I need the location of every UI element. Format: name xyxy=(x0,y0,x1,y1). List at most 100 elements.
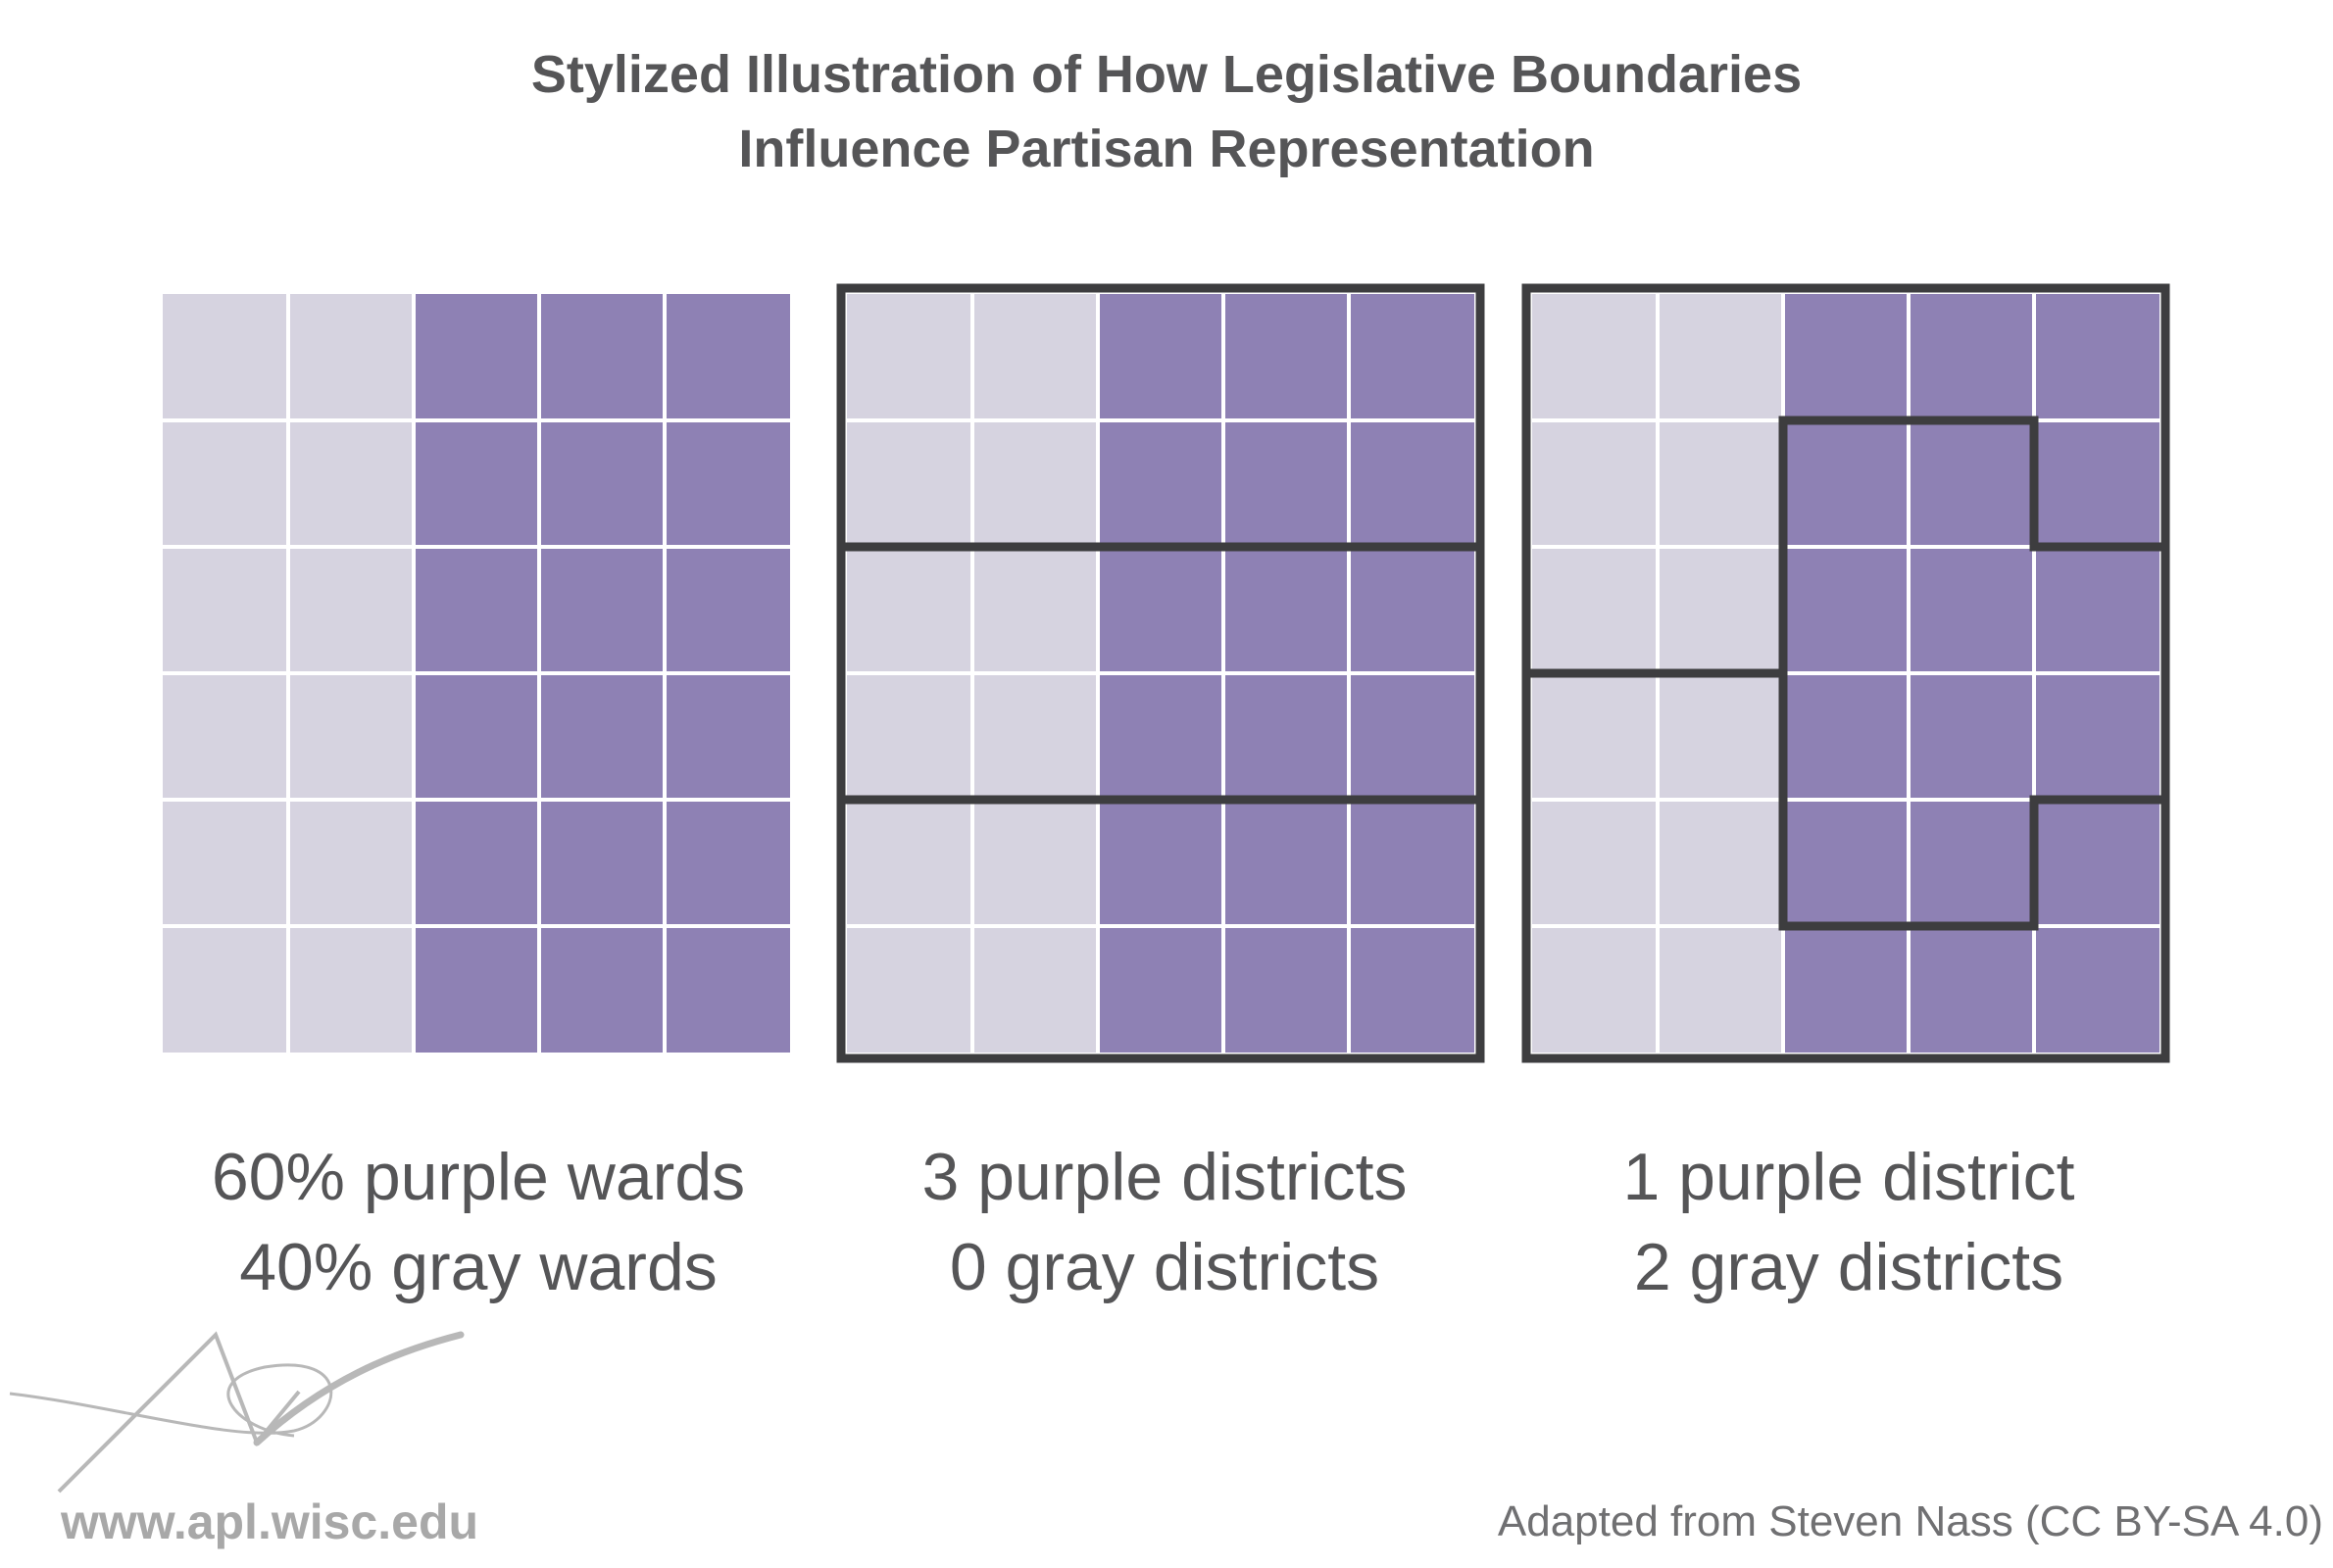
ward-cell-gray xyxy=(1532,547,1658,673)
chart-title: Stylized Illustration of How Legislative… xyxy=(0,37,2333,186)
title-line-2: Influence Partisan Representation xyxy=(738,120,1595,178)
apl-logo-icon xyxy=(9,1331,465,1494)
ward-cell-gray xyxy=(972,547,1098,673)
ward-cell-gray xyxy=(163,420,288,547)
ward-cell-purple xyxy=(414,547,539,673)
ward-cell-gray xyxy=(1532,800,1658,926)
caption-gerrymandered-districts: 1 purple district 2 gray districts xyxy=(1535,1132,2162,1312)
ward-cell-gray xyxy=(847,673,972,800)
ward-cell-purple xyxy=(539,673,665,800)
ward-cell-gray xyxy=(163,800,288,926)
ward-cell-purple xyxy=(1098,420,1223,547)
ward-cell-purple xyxy=(2034,673,2159,800)
ward-cell-purple xyxy=(2034,926,2159,1053)
ward-cell-purple xyxy=(665,420,790,547)
ward-cell-purple xyxy=(1098,294,1223,420)
ward-cell-purple xyxy=(1223,294,1349,420)
ward-cell-purple xyxy=(1349,420,1474,547)
ward-cell-purple xyxy=(539,547,665,673)
ward-cell-gray xyxy=(847,926,972,1053)
ward-cell-purple xyxy=(665,800,790,926)
ward-cell-purple xyxy=(1783,926,1909,1053)
ward-cell-purple xyxy=(665,294,790,420)
ward-cell-purple xyxy=(2034,420,2159,547)
ward-cell-purple xyxy=(1349,294,1474,420)
ward-cell-gray xyxy=(288,926,414,1053)
ward-cell-gray xyxy=(1658,547,1783,673)
ward-cell-gray xyxy=(1658,420,1783,547)
ward-cell-purple xyxy=(539,420,665,547)
ward-cell-purple xyxy=(539,926,665,1053)
ward-cell-gray xyxy=(163,673,288,800)
panel-horizontal-districts xyxy=(836,283,1485,1063)
ward-cell-purple xyxy=(1098,547,1223,673)
ward-cell-purple xyxy=(1223,800,1349,926)
district-outer-boundary xyxy=(836,283,1485,1063)
ward-cell-gray xyxy=(288,294,414,420)
ward-cell-gray xyxy=(972,673,1098,800)
ward-cell-purple xyxy=(1783,420,1909,547)
caption-wards-line-2: 40% gray wards xyxy=(239,1230,718,1304)
caption-horizontal-districts: 3 purple districts 0 gray districts xyxy=(851,1132,1478,1312)
ward-cell-purple xyxy=(1909,800,2034,926)
caption-gerrymandered-line-2: 2 gray districts xyxy=(1633,1230,2064,1304)
caption-wards-line-1: 60% purple wards xyxy=(211,1140,746,1214)
ward-cell-gray xyxy=(163,926,288,1053)
caption-gerrymandered-line-1: 1 purple district xyxy=(1622,1140,2075,1214)
ward-cell-purple xyxy=(665,547,790,673)
ward-cell-purple xyxy=(1909,420,2034,547)
ward-cell-purple xyxy=(414,294,539,420)
ward-cell-gray xyxy=(288,800,414,926)
ward-cell-purple xyxy=(1909,547,2034,673)
ward-cell-purple xyxy=(1223,926,1349,1053)
ward-cell-gray xyxy=(288,420,414,547)
ward-cell-gray xyxy=(847,294,972,420)
title-line-1: Stylized Illustration of How Legislative… xyxy=(530,45,1803,104)
ward-cell-purple xyxy=(1909,926,2034,1053)
ward-cell-purple xyxy=(665,673,790,800)
ward-cell-gray xyxy=(972,420,1098,547)
panel-wards xyxy=(163,294,790,1053)
ward-cell-gray xyxy=(1532,673,1658,800)
panel-gerrymandered-districts xyxy=(1521,283,2170,1063)
ward-cell-gray xyxy=(163,547,288,673)
ward-cell-purple xyxy=(1349,673,1474,800)
ward-cell-purple xyxy=(1783,547,1909,673)
ward-cell-purple xyxy=(1098,673,1223,800)
ward-cell-purple xyxy=(1349,547,1474,673)
ward-cell-purple xyxy=(1783,294,1909,420)
ward-cell-gray xyxy=(1532,294,1658,420)
ward-cell-gray xyxy=(972,926,1098,1053)
ward-cell-purple xyxy=(414,673,539,800)
ward-cell-purple xyxy=(414,420,539,547)
ward-cell-purple xyxy=(539,294,665,420)
ward-cell-purple xyxy=(1098,800,1223,926)
ward-cell-purple xyxy=(1349,800,1474,926)
ward-cell-purple xyxy=(1349,926,1474,1053)
ward-cell-purple xyxy=(1783,673,1909,800)
ward-cell-gray xyxy=(972,800,1098,926)
ward-cell-purple xyxy=(539,800,665,926)
ward-cell-gray xyxy=(288,547,414,673)
ward-cell-gray xyxy=(847,800,972,926)
ward-cell-gray xyxy=(1658,926,1783,1053)
ward-cell-purple xyxy=(2034,800,2159,926)
logo-url: www.apl.wisc.edu xyxy=(61,1494,479,1549)
ward-cell-purple xyxy=(2034,294,2159,420)
ward-cell-purple xyxy=(665,926,790,1053)
ward-cell-purple xyxy=(1098,926,1223,1053)
ward-cell-gray xyxy=(847,420,972,547)
ward-cell-gray xyxy=(1532,420,1658,547)
ward-cell-purple xyxy=(1909,294,2034,420)
ward-cell-gray xyxy=(1658,673,1783,800)
ward-cell-purple xyxy=(414,800,539,926)
ward-cell-gray xyxy=(847,547,972,673)
caption-wards: 60% purple wards 40% gray wards xyxy=(165,1132,792,1312)
ward-cell-purple xyxy=(1223,673,1349,800)
ward-cell-gray xyxy=(972,294,1098,420)
district-outer-boundary xyxy=(1521,283,2170,1063)
ward-cell-gray xyxy=(1658,800,1783,926)
ward-cell-purple xyxy=(1783,800,1909,926)
caption-horizontal-line-1: 3 purple districts xyxy=(921,1140,1408,1214)
